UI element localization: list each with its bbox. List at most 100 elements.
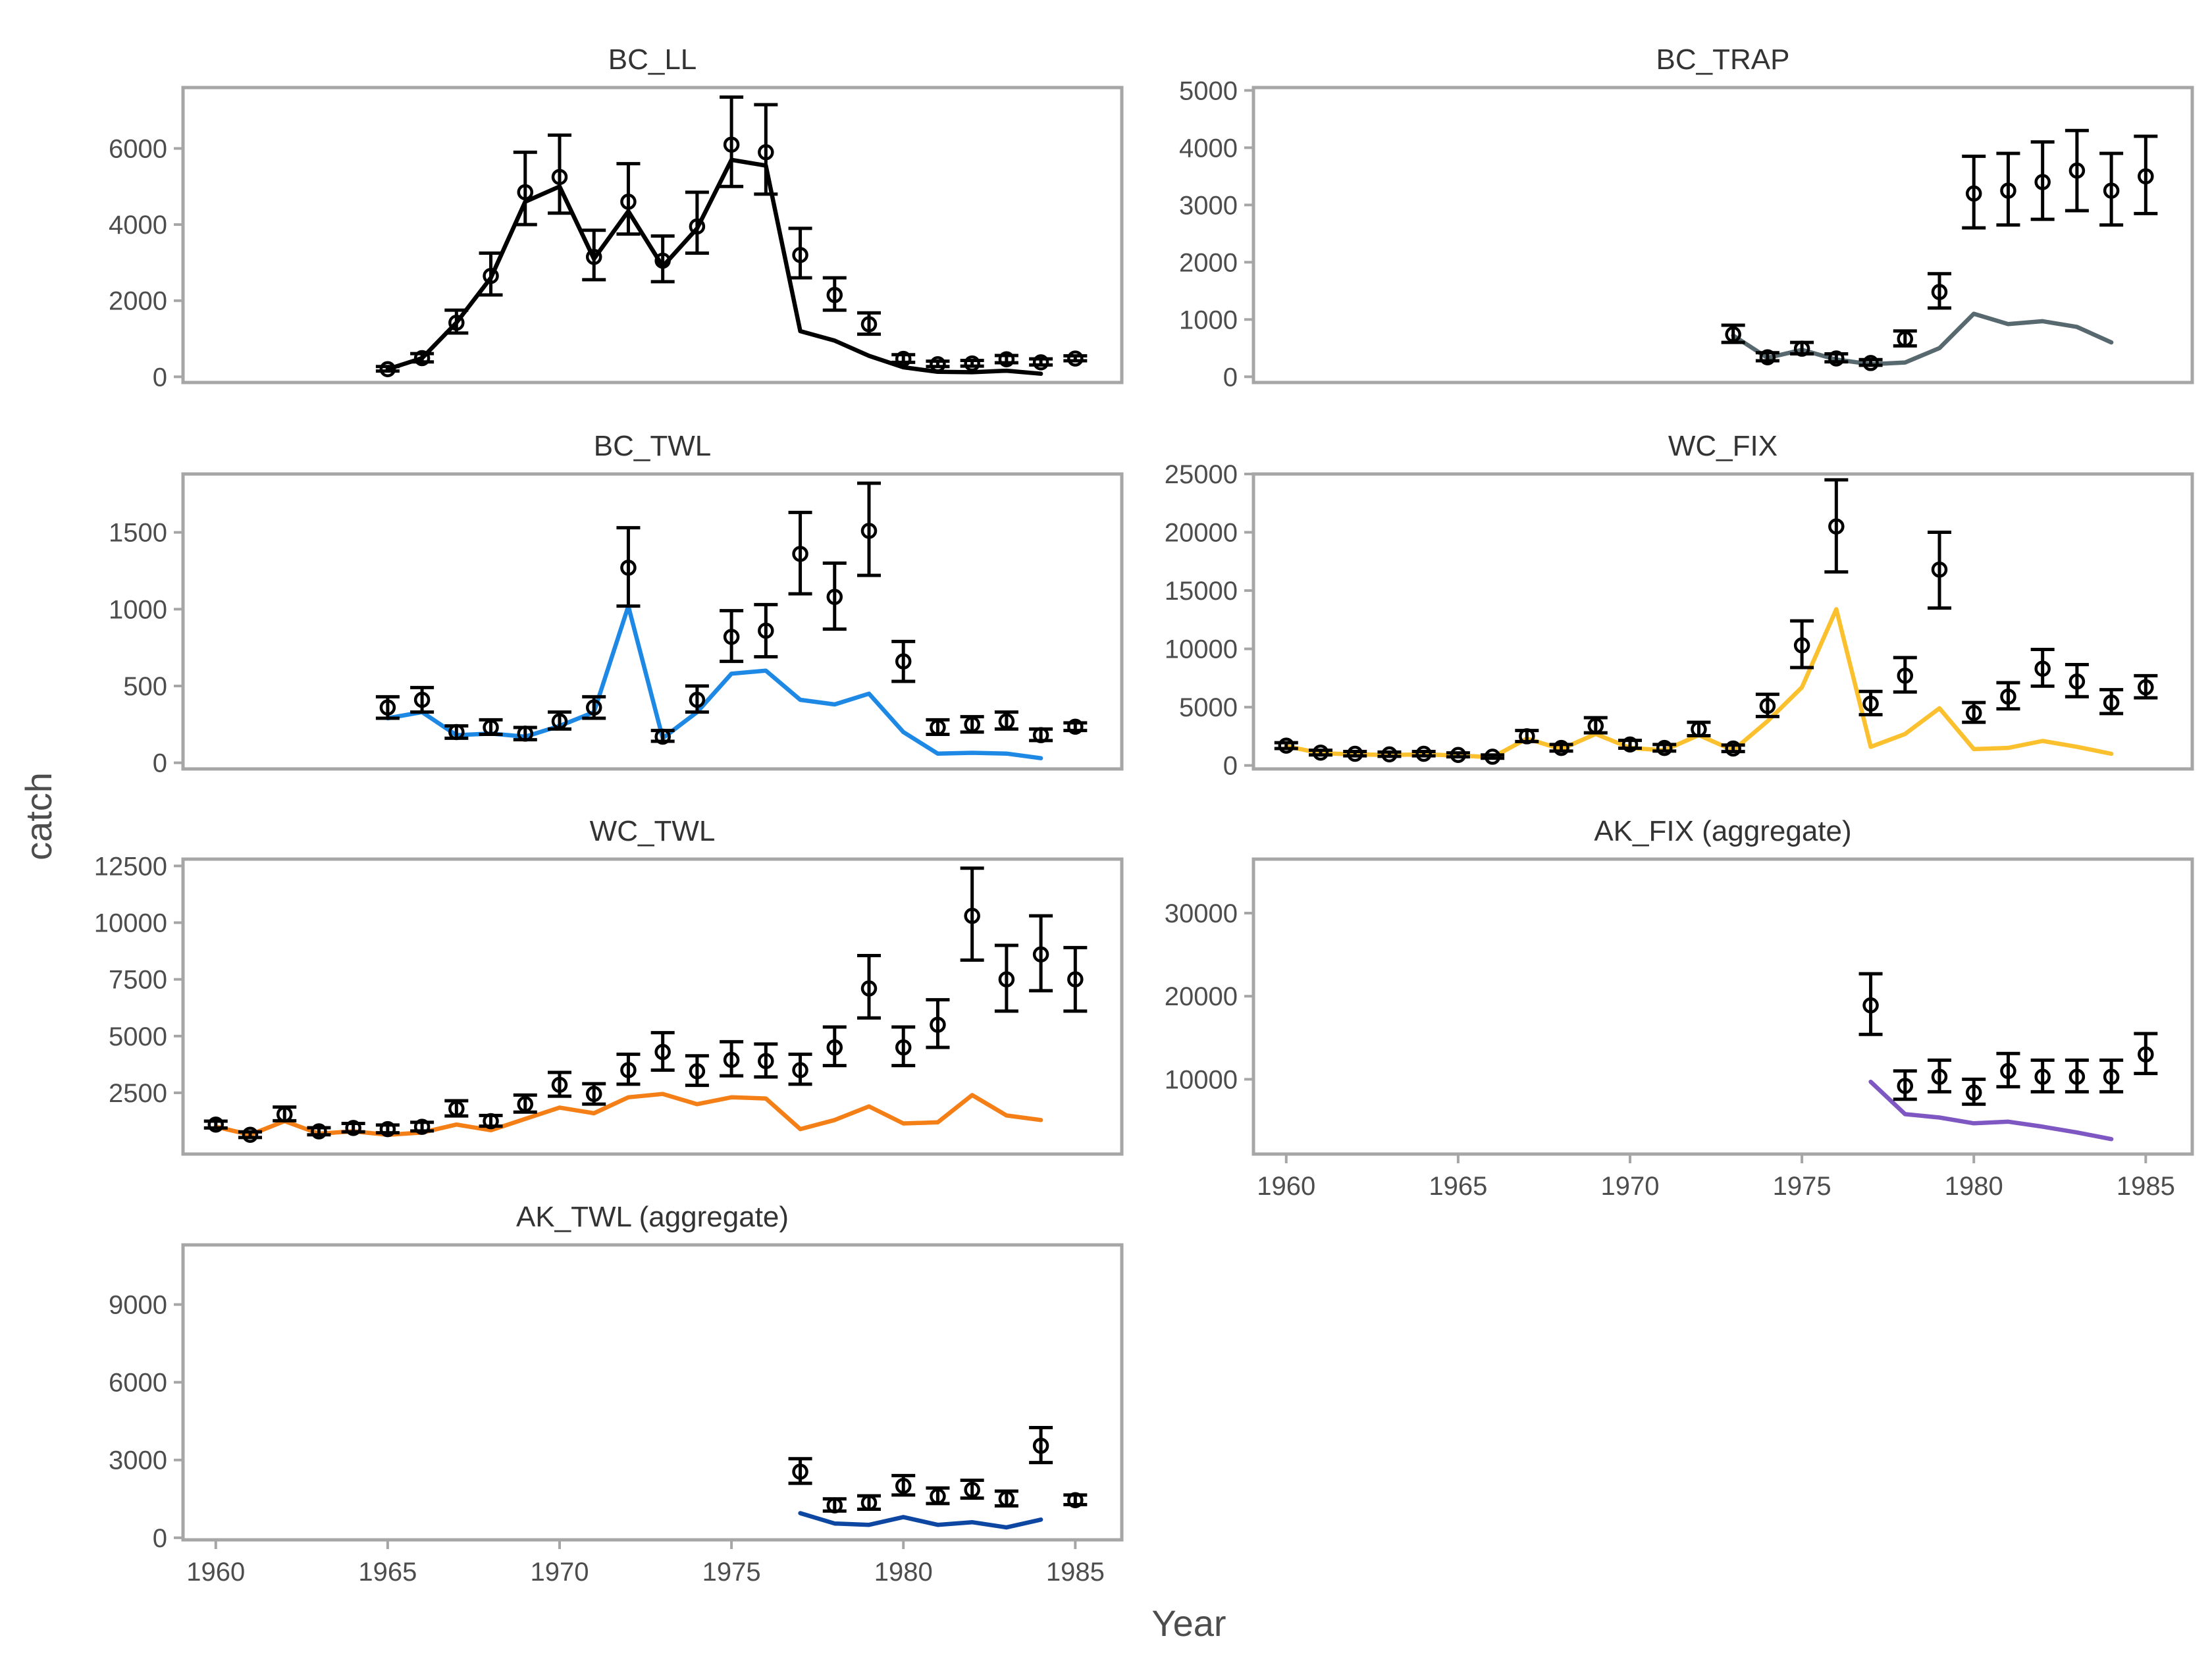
observed-point [345,1120,361,1136]
y-tick-label: 9000 [109,1291,167,1320]
observed-point [998,713,1015,729]
observed-point [1897,668,1914,684]
observed-point [689,218,706,235]
observed-point [551,1076,568,1093]
observed-point [964,355,980,372]
observed-point [723,629,740,645]
observed-point [1067,350,1084,367]
observed-point [1862,997,1879,1014]
observed-point [998,351,1015,367]
y-tick-label: 20000 [1165,982,1238,1011]
x-tick-label: 1975 [1773,1172,1831,1201]
y-tick-label: 10000 [94,908,167,937]
observed-point [1897,330,1914,348]
observed-point [895,653,912,670]
y-tick-label: 500 [123,672,167,701]
fitted-line [385,157,1043,376]
observed-point [448,314,465,331]
observed-point [792,546,808,562]
observed-point [1793,340,1810,357]
panel-title: BC_LL [608,43,697,76]
x-tick-label: 1975 [702,1558,761,1587]
observed-point [1965,704,1982,722]
observed-point [1381,746,1398,763]
observed-point [620,1062,637,1078]
observed-point [1484,749,1501,765]
y-tick-label: 7500 [109,966,167,995]
y-tick-label: 12500 [94,852,167,881]
observed-point [1032,946,1049,962]
y-tick-label: 1000 [1179,305,1238,334]
y-tick-label: 1000 [109,595,167,624]
observed-point [1346,745,1363,762]
observed-point [483,1113,499,1130]
y-tick-label: 5000 [1179,76,1238,105]
observed-point [964,907,980,924]
observed-point [930,1488,946,1505]
observed-point [1965,185,1982,202]
observed-point [895,350,912,367]
panel-title: AK_TWL (aggregate) [516,1201,789,1233]
observed-point [654,728,671,745]
observed-point [585,248,602,265]
observed-point [379,699,396,716]
observed-point [1067,971,1084,988]
observed-point [792,1463,808,1480]
panel-frame [181,86,1124,384]
observed-point [2138,1046,2154,1063]
panel-title: AK_FIX (aggregate) [1594,815,1851,847]
y-tick-label: 10000 [1165,1065,1238,1094]
x-tick-label: 1985 [1046,1558,1105,1587]
observed-point [413,1119,431,1135]
observed-point [1032,727,1049,743]
panel-wc-fix: WC_FIX 0 5000 10000 15000 20000 25000 [1165,430,2194,781]
observed-point [1828,350,1845,367]
observed-point [1931,1068,1948,1085]
y-tick-label: 2000 [109,287,167,316]
panel-bc-trap: BC_TRAP 0 1000 2000 3000 4000 5000 [1179,43,2194,392]
panel-frame [1251,472,2194,771]
observed-point [1862,695,1879,712]
x-axis-title: Year [1151,1602,1226,1644]
observed-point [2034,660,2051,677]
observed-point [620,194,637,210]
observed-point [1897,1078,1914,1094]
observed-point [2068,1068,2086,1085]
y-tick-label: 2000 [1179,248,1238,277]
fitted-line [1868,1079,2114,1142]
y-tick-label: 4000 [109,211,167,240]
observed-point [1278,737,1295,754]
observed-point [792,1062,808,1078]
observed-point [448,1100,465,1117]
observed-point [585,699,602,716]
panel-title: WC_TWL [590,815,716,847]
observed-point [448,724,465,741]
panel-title: BC_TWL [594,430,711,462]
observed-point [1621,736,1639,753]
observed-point [2034,1068,2051,1085]
y-tick-label: 5000 [109,1022,167,1051]
observed-point [1691,721,1707,738]
observed-point [1862,355,1879,371]
y-tick-label: 3000 [1179,191,1238,220]
observed-point [1032,354,1049,371]
y-tick-label: 0 [153,363,167,392]
observed-point [517,1095,534,1113]
y-tick-label: 0 [153,749,167,778]
panel-ak-fix: AK_FIX (aggregate) 10000 20000 30000 1960 196… [1165,815,2194,1201]
observed-point [2138,168,2154,185]
observed-point [2068,673,2086,690]
observed-point [2000,688,2016,705]
panel-title: BC_TRAP [1656,43,1790,76]
observed-point [1759,698,1776,714]
observed-point [758,1053,774,1069]
x-tick-label: 1960 [1257,1172,1315,1201]
y-axis-title: catch [18,772,59,860]
observed-point [551,169,568,186]
observed-point [242,1126,259,1143]
observed-point [2000,182,2016,199]
y-tick-label: 10000 [1165,635,1238,664]
observed-point [2000,1063,2016,1080]
observed-point [517,725,534,742]
observed-point [1725,740,1741,757]
